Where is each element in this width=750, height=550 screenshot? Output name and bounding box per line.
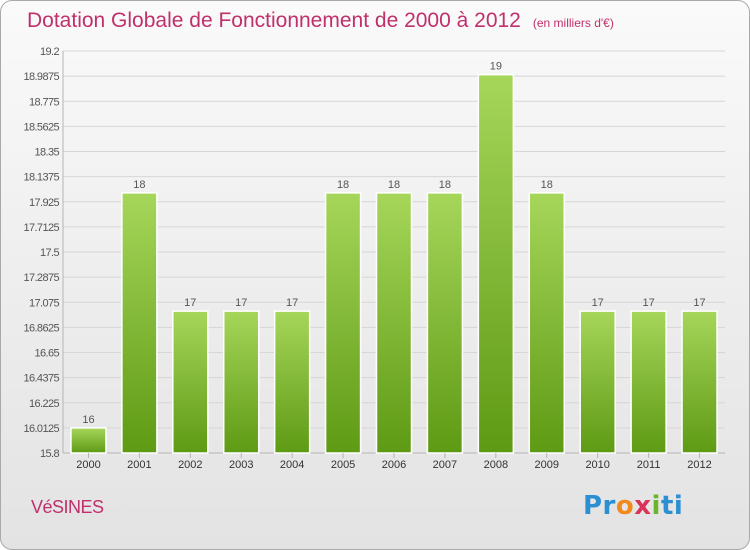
- bar: [426, 192, 464, 454]
- y-tick-label: 16.0125: [23, 423, 59, 435]
- chart-subtitle: (en milliers d'€): [532, 16, 614, 30]
- y-tick-label: 18.9875: [23, 71, 59, 83]
- y-tick-label: 17.075: [29, 297, 60, 309]
- proxiti-logo: Proxiti: [583, 491, 683, 521]
- bar-chart: 19.2 18.9875 18.775 18.5625 18.35 18.1375 17.9…: [23, 46, 725, 471]
- x-tick-label: 2011: [637, 459, 661, 471]
- x-tick-label: 2009: [535, 459, 559, 471]
- data-label: 17: [286, 297, 298, 309]
- x-axis: 2000 2001 2002 2003 2004 2005 2006 2007 2008 2009…: [76, 453, 712, 471]
- y-tick-label: 16.4375: [23, 373, 59, 385]
- y-tick-label: 17.5: [40, 247, 59, 259]
- x-tick-label: 2005: [331, 459, 355, 471]
- bar: [324, 192, 362, 454]
- x-tick-label: 2008: [484, 459, 508, 471]
- logo-part: i: [651, 491, 661, 521]
- x-tick-label: 2000: [76, 459, 100, 471]
- logo-part: Pr: [583, 491, 616, 521]
- x-tick-label: 2010: [585, 459, 609, 471]
- data-label: 19: [490, 61, 502, 73]
- data-label: 16: [82, 414, 94, 426]
- logo-part: o: [615, 491, 635, 521]
- data-label: 18: [439, 179, 451, 191]
- data-label: 18: [337, 179, 349, 191]
- bar: [222, 310, 260, 454]
- bar: [630, 310, 667, 454]
- bar: [681, 310, 718, 454]
- chart-title-line: Dotation Globale de Fonctionnement de 20…: [27, 9, 614, 33]
- bar: [477, 73, 515, 454]
- y-tick-label: 16.225: [29, 398, 60, 410]
- x-tick-label: 2001: [127, 459, 151, 471]
- data-label: 18: [541, 179, 553, 191]
- y-tick-label: 19.2: [40, 46, 59, 58]
- y-tick-label: 18.775: [29, 96, 60, 108]
- bar: [70, 427, 107, 454]
- bar: [172, 310, 209, 454]
- data-label: 17: [592, 297, 604, 309]
- commune-name: VéSINES: [31, 497, 104, 517]
- x-tick-label: 2004: [280, 459, 304, 471]
- y-tick-label: 17.7125: [23, 222, 59, 234]
- x-tick-label: 2006: [382, 459, 406, 471]
- x-tick-label: 2003: [229, 459, 253, 471]
- data-label: 17: [693, 297, 705, 309]
- bar: [528, 192, 566, 454]
- logo-part: x: [634, 491, 652, 521]
- x-tick-label: 2002: [178, 459, 202, 471]
- bar: [273, 310, 311, 454]
- logo-part: ti: [660, 491, 684, 521]
- bar: [375, 192, 413, 454]
- y-tick-label: 17.2875: [23, 272, 59, 284]
- y-tick-label: 16.65: [34, 348, 59, 360]
- bar: [579, 310, 616, 454]
- y-tick-label: 18.5625: [23, 121, 59, 133]
- y-tick-label: 18.35: [34, 147, 59, 159]
- bars: [70, 73, 718, 454]
- data-label: 17: [235, 297, 247, 309]
- y-tick-label: 17.925: [29, 197, 60, 209]
- data-label: 18: [388, 179, 400, 191]
- y-tick-label: 16.8625: [23, 322, 59, 334]
- data-label: 18: [133, 179, 145, 191]
- data-label: 17: [184, 297, 196, 309]
- bar: [121, 192, 158, 454]
- data-label: 17: [642, 297, 654, 309]
- data-labels: 16 18 17 17 17 18 18 18 19 18 17 17 17: [82, 61, 705, 426]
- y-tick-label: 18.1375: [23, 172, 59, 184]
- chart-title: Dotation Globale de Fonctionnement de 20…: [27, 9, 521, 32]
- x-tick-label: 2012: [687, 459, 711, 471]
- y-tick-label: 15.8: [40, 448, 59, 460]
- x-tick-label: 2007: [433, 459, 457, 471]
